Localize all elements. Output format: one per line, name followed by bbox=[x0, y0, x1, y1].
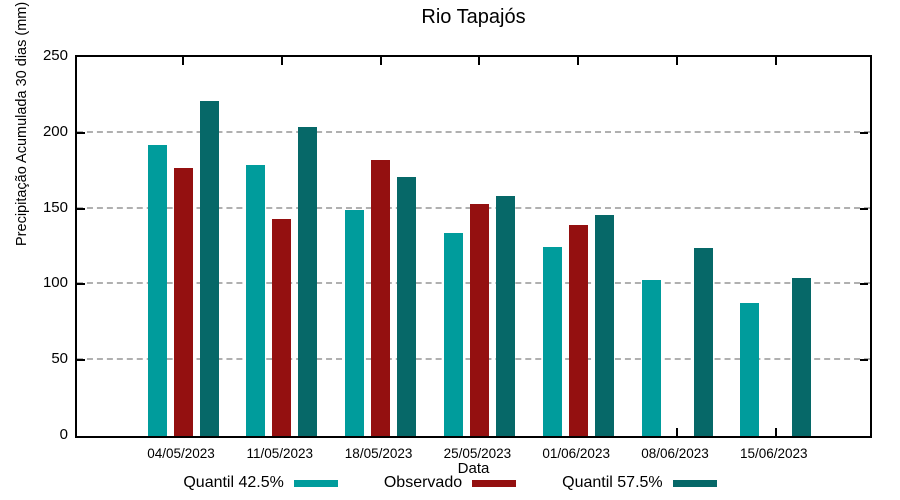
legend-swatch bbox=[672, 479, 717, 487]
bar-quantil-57-5--15-06-2023 bbox=[792, 278, 812, 436]
legend: Quantil 42.5% Observado Quantil 57.5% bbox=[0, 474, 900, 492]
legend-label: Quantil 42.5% bbox=[183, 474, 284, 491]
plot-area bbox=[75, 55, 872, 438]
x-tick-mark bbox=[676, 428, 678, 436]
bar-quantil-42-5--08-06-2023 bbox=[641, 279, 661, 436]
bar-quantil-57-5--04-05-2023 bbox=[199, 100, 219, 436]
y-tick-mark bbox=[77, 207, 85, 210]
y-tick-mark bbox=[77, 359, 85, 362]
y-tick-mark bbox=[860, 283, 868, 286]
y-tick-mark bbox=[77, 131, 85, 134]
bar-observado-11-05-2023 bbox=[272, 219, 292, 436]
bar-quantil-42-5--11-05-2023 bbox=[246, 164, 266, 436]
x-tick-mark bbox=[379, 57, 382, 65]
bar-quantil-42-5--04-05-2023 bbox=[147, 144, 167, 436]
y-axis-title: Precipitação Acumulada 30 dias (mm) bbox=[14, 1, 30, 246]
bar-quantil-57-5--18-05-2023 bbox=[397, 176, 417, 436]
y-tick-label-150: 150 bbox=[42, 198, 68, 216]
x-axis-title: Data bbox=[457, 460, 490, 477]
x-tick-label-18-05-2023: 18/05/2023 bbox=[344, 446, 413, 461]
x-tick-label-01-06-2023: 01/06/2023 bbox=[542, 446, 610, 461]
y-tick-label-50: 50 bbox=[51, 350, 68, 368]
legend-item-quantil-57-5-: Quantil 57.5% bbox=[562, 474, 717, 492]
x-tick-mark bbox=[774, 428, 777, 436]
bar-quantil-57-5--11-05-2023 bbox=[298, 126, 318, 436]
x-tick-mark bbox=[478, 57, 481, 65]
bar-observado-04-05-2023 bbox=[173, 167, 193, 436]
x-tick-mark bbox=[577, 57, 580, 65]
legend-label: Observado bbox=[383, 474, 463, 491]
y-tick-label-250: 250 bbox=[42, 47, 68, 64]
y-tick-mark bbox=[77, 283, 85, 286]
legend-swatch bbox=[472, 479, 517, 487]
bar-quantil-42-5--01-06-2023 bbox=[542, 246, 562, 436]
bar-quantil-57-5--01-06-2023 bbox=[594, 214, 614, 436]
bar-quantil-57-5--08-06-2023 bbox=[693, 248, 713, 436]
x-tick-label-15-06-2023: 15/06/2023 bbox=[740, 446, 808, 461]
y-tick-mark bbox=[860, 359, 868, 362]
legend-item-observado: Observado bbox=[383, 474, 517, 492]
bar-quantil-57-5--25-05-2023 bbox=[495, 196, 515, 436]
y-tick-label-0: 0 bbox=[59, 426, 68, 443]
x-tick-label-25-05-2023: 25/05/2023 bbox=[443, 446, 512, 461]
x-tick-label-11-05-2023: 11/05/2023 bbox=[246, 446, 314, 461]
bar-observado-18-05-2023 bbox=[371, 160, 391, 436]
y-tick-mark bbox=[860, 131, 868, 134]
bar-quantil-42-5--18-05-2023 bbox=[345, 210, 365, 436]
bar-observado-01-06-2023 bbox=[568, 225, 588, 436]
x-tick-label-04-05-2023: 04/05/2023 bbox=[147, 446, 215, 461]
bar-quantil-42-5--15-06-2023 bbox=[740, 302, 760, 436]
x-tick-mark bbox=[774, 57, 777, 65]
x-tick-mark bbox=[182, 57, 184, 65]
legend-label: Quantil 57.5% bbox=[562, 474, 663, 491]
y-tick-label-200: 200 bbox=[42, 122, 68, 140]
bar-observado-25-05-2023 bbox=[469, 204, 489, 436]
x-tick-mark bbox=[676, 57, 678, 65]
legend-swatch bbox=[293, 479, 338, 487]
gridline-y-200 bbox=[77, 130, 870, 133]
legend-item-quantil-42-5-: Quantil 42.5% bbox=[183, 474, 338, 492]
chart-title: Rio Tapajós bbox=[421, 6, 526, 28]
y-tick-mark bbox=[860, 207, 868, 210]
x-tick-label-08-06-2023: 08/06/2023 bbox=[641, 446, 709, 461]
x-tick-mark bbox=[280, 57, 283, 65]
bar-quantil-42-5--25-05-2023 bbox=[443, 232, 463, 436]
y-tick-label-100: 100 bbox=[42, 274, 68, 292]
